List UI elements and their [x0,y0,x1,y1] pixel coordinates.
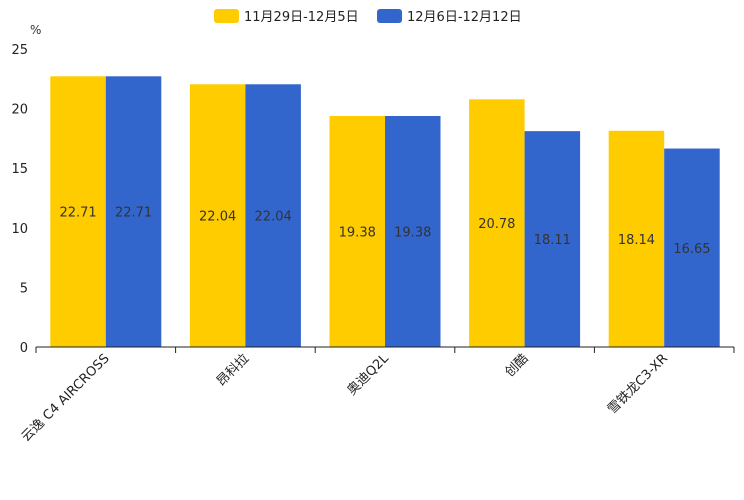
bar-value-label: 22.04 [255,210,292,225]
bars: 22.71 22.71 22.04 22.04 19.38 19.38 20.78 18.11… [50,76,720,347]
bar-value-label: 18.11 [534,233,571,248]
x-tick-label: 奥迪Q2L [345,351,393,399]
bar-value-label: 22.04 [199,210,236,225]
legend-swatch [377,9,402,23]
bar-value-label: 19.38 [339,225,376,240]
bar[interactable] [245,84,301,347]
bar-value-label: 22.71 [115,206,152,221]
bar[interactable] [469,99,525,347]
bar[interactable] [385,115,441,347]
bar[interactable] [105,76,162,347]
bar[interactable] [608,130,665,347]
x-tick-label: 创酷 [502,351,531,380]
y-tick-label: 20 [11,103,28,118]
bar-value-label: 22.71 [59,206,96,221]
y-axis-unit-label: % [30,23,41,37]
legend-item[interactable]: 12月6日-12月12日 [377,9,522,25]
y-tick-label: 0 [20,341,28,356]
y-tick-label: 10 [11,222,28,237]
legend: 11月29日-12月5日 12月6日-12月12日 [214,9,522,25]
y-tick-label: 25 [11,43,28,58]
y-tick-label: 5 [20,281,28,296]
bar[interactable] [524,131,581,347]
y-axis: 0 5 10 15 20 25 [11,43,28,356]
y-tick-label: 15 [11,162,28,177]
bar[interactable] [664,148,720,347]
bar[interactable] [50,76,106,347]
x-tick-label: 昂科拉 [214,351,252,389]
legend-swatch [214,9,239,23]
legend-label: 11月29日-12月5日 [244,10,359,25]
bar[interactable] [329,115,386,347]
x-tick-label: 云逸 C4 AIRCROSS [19,351,113,445]
bar-value-label: 16.65 [673,242,710,257]
bar-value-label: 18.14 [618,233,655,248]
bar-value-label: 20.78 [478,217,515,232]
legend-item[interactable]: 11月29日-12月5日 [214,9,359,25]
x-axis: 云逸 C4 AIRCROSS 昂科拉 奥迪Q2L 创酷 雪铁龙C3-XR [19,346,735,445]
bar[interactable] [189,84,246,347]
bar-value-label: 19.38 [394,225,431,240]
x-tick-label: 雪铁龙C3-XR [605,351,671,417]
legend-label: 12月6日-12月12日 [407,10,522,25]
